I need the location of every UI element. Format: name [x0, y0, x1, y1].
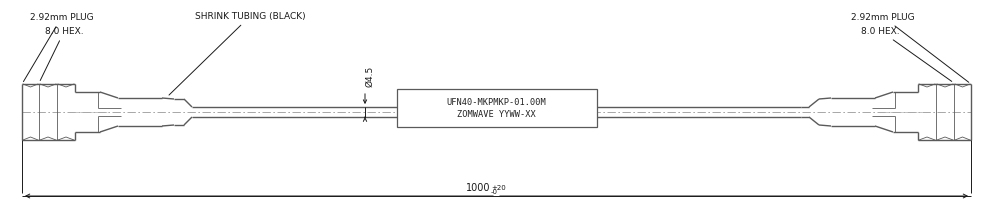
- Text: 8.0 HEX.: 8.0 HEX.: [40, 26, 83, 80]
- Text: 1000: 1000: [466, 183, 490, 193]
- Text: 2.92mm PLUG: 2.92mm PLUG: [851, 13, 969, 82]
- Text: -0: -0: [491, 189, 498, 195]
- Text: SHRINK TUBING (BLACK): SHRINK TUBING (BLACK): [169, 11, 306, 95]
- Bar: [396, 89, 597, 127]
- Text: Ø4.5: Ø4.5: [365, 66, 374, 87]
- Text: UFN40-MKPMKP-01.00M: UFN40-MKPMKP-01.00M: [447, 97, 546, 106]
- Text: ZOMWAVE YYWW-XX: ZOMWAVE YYWW-XX: [457, 110, 536, 118]
- Text: 8.0 HEX.: 8.0 HEX.: [861, 26, 951, 81]
- Text: +20: +20: [491, 185, 505, 191]
- Text: 2.92mm PLUG: 2.92mm PLUG: [24, 13, 93, 82]
